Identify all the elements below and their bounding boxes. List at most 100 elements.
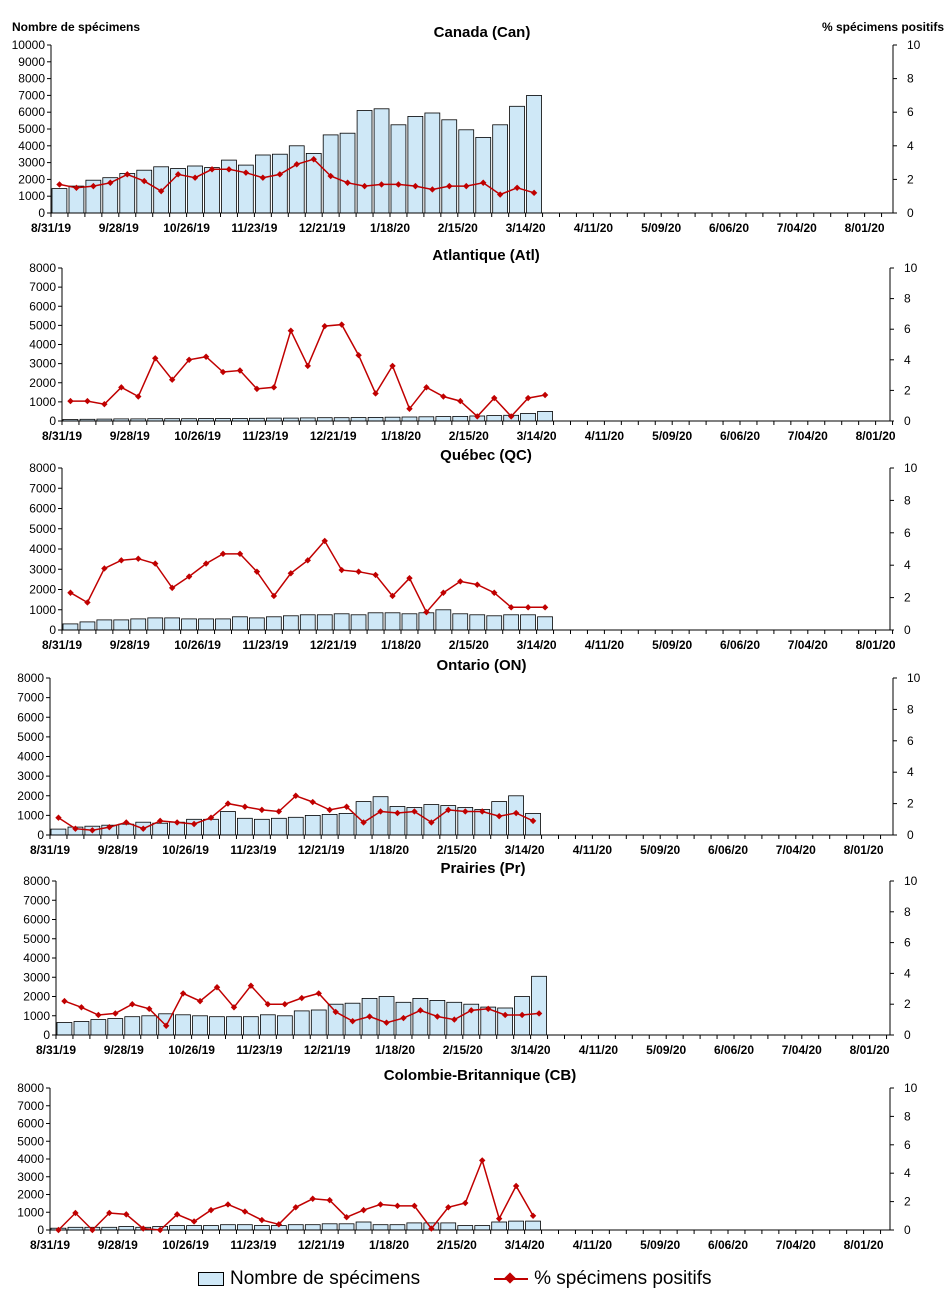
line-point: [101, 565, 108, 572]
line-point: [174, 171, 182, 178]
y-tick-label: 6000: [23, 913, 50, 927]
y2-tick-label: 4: [904, 353, 911, 367]
y2-tick-label: 2: [904, 1195, 911, 1209]
y-tick-label: 2000: [17, 789, 44, 803]
bar: [537, 410, 553, 422]
y2-tick-label: 2: [907, 172, 914, 186]
x-tick-label: 7/04/20: [777, 221, 817, 235]
line-point: [378, 181, 385, 188]
bar: [118, 1226, 135, 1231]
x-tick-label: 6/06/20: [720, 638, 760, 652]
bar: [96, 619, 113, 631]
line-point: [479, 808, 486, 815]
x-tick-label: 2/15/20: [449, 638, 489, 652]
y-tick-label: 3000: [18, 156, 45, 170]
bar: [242, 1016, 259, 1036]
bar: [203, 1225, 219, 1231]
y-tick-label: 4000: [18, 139, 45, 153]
line-point: [332, 1008, 339, 1016]
y2-tick-label: 6: [907, 734, 914, 748]
bar: [384, 416, 401, 422]
line-point: [412, 182, 419, 190]
line-point: [275, 808, 283, 815]
line-point: [434, 1013, 441, 1020]
y-tick-label: 7000: [29, 481, 56, 495]
line-point: [377, 808, 384, 815]
line-point: [355, 352, 362, 359]
bar: [181, 618, 197, 631]
bar: [259, 1014, 276, 1036]
line-point: [259, 174, 267, 181]
x-tick-label: 1/18/20: [381, 429, 421, 443]
line-point: [372, 390, 379, 397]
x-tick-label: 3/14/20: [505, 1238, 545, 1252]
x-tick-label: 8/01/20: [844, 843, 884, 857]
bar: [338, 1223, 355, 1231]
bar: [367, 612, 384, 631]
bar: [435, 609, 452, 631]
x-tick-label: 1/18/20: [381, 638, 421, 652]
x-tick-label: 5/09/20: [652, 429, 692, 443]
bar: [373, 108, 390, 214]
bar: [390, 124, 407, 214]
line-point: [236, 550, 244, 558]
line-point: [411, 808, 418, 815]
x-tick-label: 11/23/19: [230, 843, 276, 857]
bar: [520, 614, 536, 631]
y-tick-label: 1000: [17, 1205, 44, 1219]
line-point: [474, 413, 481, 420]
y2-tick-label: 8: [904, 292, 911, 306]
line-point: [179, 990, 187, 997]
x-tick-label: 3/14/20: [517, 429, 557, 443]
x-tick-label: 6/06/20: [720, 429, 760, 443]
bar: [452, 613, 469, 631]
line-point: [304, 362, 311, 370]
y-tick-label: 3000: [17, 769, 44, 783]
line-point: [360, 819, 367, 826]
line-point: [512, 809, 520, 817]
bar: [287, 1224, 304, 1231]
bar: [520, 412, 536, 422]
x-tick-label: 8/01/20: [850, 1043, 890, 1057]
legend: Nombre de spécimens % spécimens positifs: [198, 1266, 712, 1292]
x-tick-label: 9/28/19: [110, 429, 150, 443]
line-point: [292, 792, 299, 799]
x-tick-label: 10/26/19: [174, 429, 221, 443]
line-point: [258, 806, 266, 814]
x-tick-label: 5/09/20: [646, 1043, 686, 1057]
bar: [457, 1225, 474, 1231]
x-tick-label: 1/18/20: [370, 221, 410, 235]
line-point: [541, 604, 549, 611]
y2-tick-label: 8: [904, 1109, 911, 1123]
x-tick-label: 8/31/19: [42, 429, 82, 443]
bar: [333, 613, 350, 631]
x-tick-label: 12/21/19: [310, 429, 357, 443]
line-point: [468, 1007, 475, 1014]
x-tick-label: 2/15/20: [437, 1238, 477, 1252]
line-point: [321, 322, 328, 330]
x-tick-label: 9/28/19: [98, 843, 138, 857]
bar: [293, 1010, 310, 1036]
line-point: [501, 1011, 509, 1019]
line-point: [462, 808, 469, 815]
line-point: [185, 356, 193, 363]
line-point: [156, 817, 164, 825]
bar: [164, 617, 180, 631]
x-tick-label: 8/01/20: [856, 638, 896, 652]
line-point: [106, 823, 113, 831]
chart-title: Atlantique (Atl): [432, 247, 539, 264]
bar: [491, 1221, 508, 1231]
line-point: [491, 589, 498, 596]
chart-title: Canada (Can): [434, 24, 531, 41]
line-point: [185, 573, 193, 580]
line-point: [264, 1001, 272, 1008]
line-point: [241, 803, 249, 810]
line-point: [253, 385, 261, 393]
line-point: [173, 1211, 181, 1218]
line-point: [406, 405, 413, 412]
bar: [350, 417, 367, 422]
x-tick-label: 7/04/20: [776, 1238, 816, 1252]
bar: [531, 975, 547, 1036]
line-point: [389, 592, 396, 600]
y-tick-label: 8000: [23, 874, 50, 888]
